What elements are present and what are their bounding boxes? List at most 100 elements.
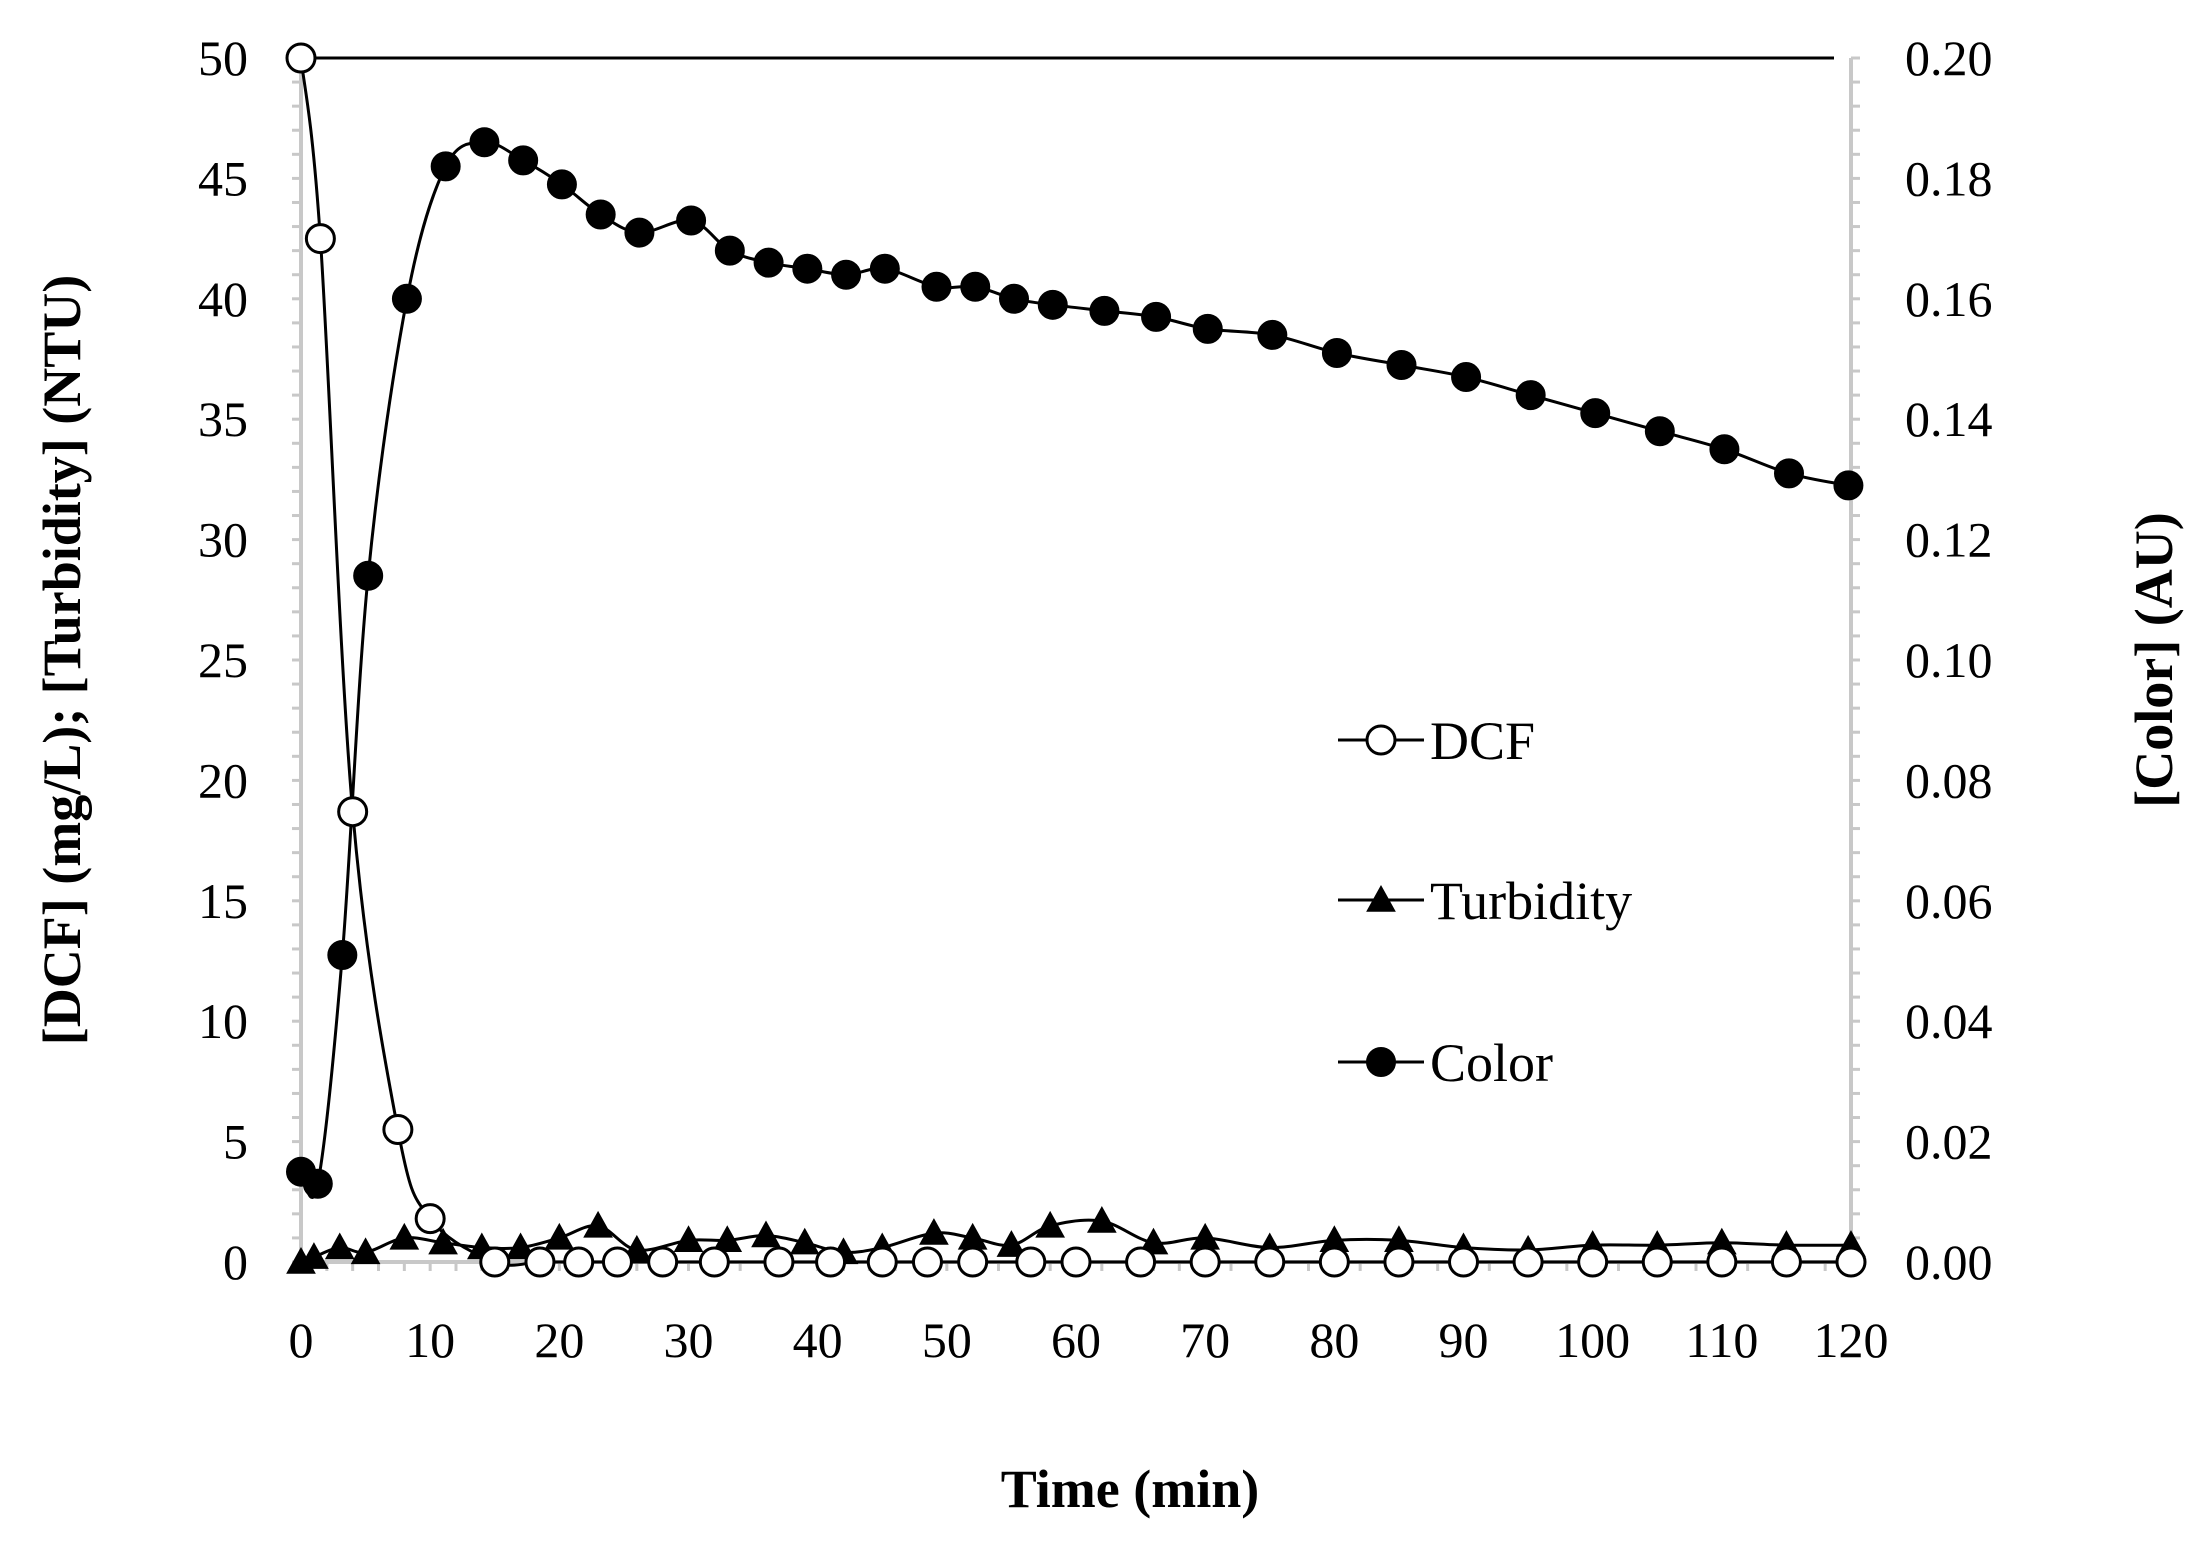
y-tick-labels: 0 5 10 15 20 25 30 35 40 45 50 — [198, 30, 248, 1290]
dcf-point — [1512, 1246, 1544, 1278]
y-axis-title: [DCF] (mg/L); [Turbidity] (NTU) — [32, 275, 92, 1045]
color-point — [302, 1168, 333, 1199]
turbidity-point — [712, 1225, 743, 1253]
dcf-point — [1383, 1246, 1415, 1278]
dcf-point — [1015, 1246, 1047, 1278]
color-point — [869, 253, 900, 284]
turbidity-point — [996, 1230, 1027, 1257]
y-tick-label: 0 — [223, 1234, 248, 1290]
dcf-point — [524, 1246, 556, 1278]
y-tick-label: 5 — [223, 1114, 248, 1170]
turbidity-point — [324, 1232, 355, 1260]
legend-item-color: Color — [1338, 1033, 1553, 1093]
color-point — [469, 127, 500, 158]
turbidity-point — [389, 1222, 420, 1250]
color-point — [714, 235, 745, 266]
y2-tick-label: 0.10 — [1905, 632, 1993, 688]
color-point — [1515, 380, 1546, 411]
color-point — [585, 199, 616, 230]
dcf-point — [1448, 1246, 1479, 1278]
color-point — [391, 283, 422, 314]
x-tick-label: 20 — [534, 1312, 584, 1368]
x-tick-label: 60 — [1051, 1312, 1101, 1368]
y-tick-label: 40 — [198, 271, 248, 327]
turbidity-point — [299, 1242, 329, 1269]
dcf-point — [1641, 1246, 1673, 1278]
color-point — [508, 145, 539, 176]
color-point — [1037, 289, 1068, 320]
color-point — [753, 247, 784, 278]
dcf-point — [763, 1246, 795, 1278]
x-tick-label: 0 — [289, 1312, 314, 1368]
y-tick-label: 15 — [198, 873, 248, 929]
turbidity-point — [1190, 1222, 1221, 1250]
dcf-point — [957, 1246, 989, 1278]
x-axis-title: Time (min) — [1001, 1459, 1259, 1519]
dcf-point — [601, 1246, 633, 1278]
dcf-point — [1770, 1246, 1802, 1278]
dcf-point — [1189, 1246, 1221, 1278]
color-point — [1386, 350, 1417, 381]
y2-axis-title: [Color] (AU) — [2124, 512, 2184, 807]
dcf-point — [911, 1246, 943, 1278]
y2-tick-label: 0.20 — [1905, 30, 1993, 86]
color-point — [1089, 295, 1120, 326]
legend-item-dcf: DCF — [1338, 711, 1535, 771]
dcf-point — [1318, 1246, 1350, 1278]
color-point — [921, 271, 952, 302]
dcf-point — [647, 1246, 679, 1278]
legend-label-dcf: DCF — [1430, 711, 1535, 771]
series-color — [286, 127, 1864, 1199]
y2-tick-labels: 0.00 0.02 0.04 0.06 0.08 0.10 0.12 0.14 0.16 0.18… — [1905, 30, 1993, 1290]
x-tick-label: 100 — [1555, 1312, 1630, 1368]
legend-marker-dcf — [1365, 724, 1397, 756]
y2-tick-label: 0.02 — [1905, 1114, 1993, 1170]
dcf-point — [337, 796, 369, 828]
dcf-point — [1125, 1246, 1157, 1278]
y-tick-label: 10 — [198, 993, 248, 1049]
x-tick-label: 120 — [1814, 1312, 1889, 1368]
dcf-point — [1254, 1246, 1286, 1278]
turbidity-point — [751, 1220, 781, 1248]
color-point — [792, 253, 823, 284]
turbidity-point — [673, 1225, 704, 1253]
turbidity-point — [1035, 1210, 1066, 1238]
color-point — [430, 151, 461, 182]
x-tick-label: 110 — [1685, 1312, 1758, 1368]
x-tick-label: 90 — [1439, 1312, 1489, 1368]
x-tick-label: 40 — [793, 1312, 843, 1368]
dcf-point — [866, 1246, 898, 1278]
dcf-point — [382, 1114, 414, 1146]
dcf-point — [304, 223, 336, 255]
turbidity-point — [350, 1237, 381, 1265]
dcf-point — [698, 1246, 730, 1278]
y2-tick-label: 0.04 — [1905, 993, 1993, 1049]
legend-marker-turbidity — [1366, 884, 1396, 912]
x-tick-label: 10 — [405, 1312, 455, 1368]
turbidity-point — [544, 1222, 575, 1250]
y2-tick-label: 0.18 — [1905, 150, 1993, 206]
color-point — [1774, 458, 1804, 489]
color-point — [1709, 434, 1740, 465]
dcf-point — [1060, 1246, 1092, 1278]
dcf-point — [563, 1246, 595, 1278]
color-point — [1321, 337, 1352, 368]
x-tick-label: 80 — [1309, 1312, 1359, 1368]
turbidity-point — [789, 1227, 820, 1255]
dcf-point — [1706, 1246, 1738, 1278]
x-tick-labels: 0 10 20 30 40 50 60 70 80 90 100 110 120 — [289, 1312, 1889, 1368]
color-point — [546, 169, 577, 200]
legend-label-turbidity: Turbidity — [1430, 871, 1632, 931]
color-point — [1833, 470, 1864, 501]
y2-tick-label: 0.08 — [1905, 752, 1993, 808]
y2-tick-label: 0.06 — [1905, 873, 1993, 929]
y2-tick-label: 0.00 — [1905, 1234, 1993, 1290]
color-point — [1257, 319, 1288, 350]
y2-tick-label: 0.12 — [1905, 512, 1993, 568]
y-tick-label: 20 — [198, 752, 248, 808]
color-point — [676, 205, 707, 236]
minor-ticks — [292, 56, 1860, 1271]
color-point — [1451, 362, 1482, 393]
turbidity-point — [505, 1232, 536, 1260]
